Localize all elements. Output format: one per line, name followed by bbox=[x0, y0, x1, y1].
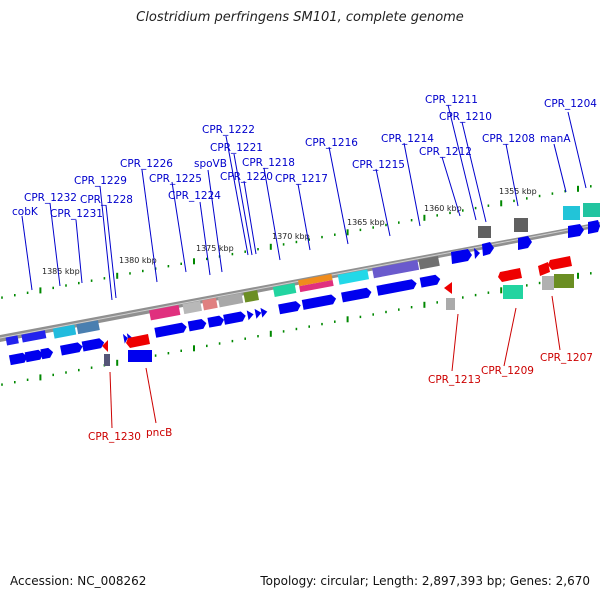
tick-marks bbox=[1, 185, 592, 386]
gene-label[interactable]: CPR_1217 bbox=[275, 173, 328, 185]
forward-features bbox=[5, 203, 600, 366]
gene-label[interactable]: CPR_1216 bbox=[305, 137, 358, 149]
gene-label[interactable]: CPR_1224 bbox=[168, 190, 221, 202]
gene-label[interactable]: pncB bbox=[146, 427, 172, 439]
gene-label[interactable]: CPR_1221 bbox=[210, 142, 263, 154]
ruler-label: 1380 kbp bbox=[119, 256, 157, 265]
reverse-leader-lines bbox=[109, 295, 561, 429]
reverse-features bbox=[102, 256, 574, 366]
ruler-label: 1375 kbp bbox=[196, 244, 234, 253]
gene-label[interactable]: CPR_1230 bbox=[88, 431, 141, 443]
ruler-label: 1365 kbp bbox=[347, 218, 385, 227]
gene-label[interactable]: CPR_1204 bbox=[544, 98, 597, 110]
map-title: Clostridium perfringens SM101, complete … bbox=[136, 10, 464, 25]
gene-label[interactable]: CPR_1218 bbox=[242, 157, 295, 169]
gene-label[interactable]: manA bbox=[540, 133, 571, 145]
gene-label[interactable]: CPR_1232 bbox=[24, 192, 77, 204]
gene-label[interactable]: CPR_1225 bbox=[149, 173, 202, 185]
gene-label[interactable]: CPR_1211 bbox=[425, 94, 478, 106]
gene-label[interactable]: CPR_1228 bbox=[80, 194, 133, 206]
accession-text: Accession: NC_008262 bbox=[10, 574, 147, 588]
reverse-gene-labels: CPR_1230 pncB CPR_1213 CPR_1209 CPR_1207 bbox=[88, 352, 593, 443]
gene-label[interactable]: CPR_1220 bbox=[220, 171, 273, 183]
gene-label[interactable]: CPR_1208 bbox=[482, 133, 535, 145]
gene-label[interactable]: CPR_1212 bbox=[419, 146, 472, 158]
gene-label[interactable]: CPR_1214 bbox=[381, 133, 434, 145]
ruler-label: 1385 kbp bbox=[42, 267, 80, 276]
gene-label[interactable]: CPR_1231 bbox=[50, 208, 103, 220]
gene-label[interactable]: CPR_1226 bbox=[120, 158, 173, 170]
gene-label[interactable]: CPR_1213 bbox=[428, 374, 481, 386]
ruler-label: 1355 kbp bbox=[499, 187, 537, 196]
ruler-label: 1360 kbp bbox=[424, 204, 462, 213]
forward-gene-labels: cobK CPR_1232 CPR_1231 CPR_1229 CPR_1228… bbox=[12, 94, 597, 220]
ruler-label: 1370 kbp bbox=[272, 232, 310, 241]
genome-summary-text: Topology: circular; Length: 2,897,393 bp… bbox=[260, 574, 590, 588]
gene-label[interactable]: CPR_1229 bbox=[74, 175, 127, 187]
gene-label[interactable]: spoVB bbox=[194, 158, 227, 170]
gene-label[interactable]: CPR_1209 bbox=[481, 365, 534, 377]
gene-label[interactable]: cobK bbox=[12, 206, 39, 218]
gene-label[interactable]: CPR_1210 bbox=[439, 111, 492, 123]
gene-label[interactable]: CPR_1222 bbox=[202, 124, 255, 136]
forward-leader-lines bbox=[21, 104, 587, 301]
gene-label[interactable]: CPR_1215 bbox=[352, 159, 405, 171]
gene-label[interactable]: CPR_1207 bbox=[540, 352, 593, 364]
ruler-labels: 1385 kbp 1380 kbp 1375 kbp 1370 kbp 1365… bbox=[42, 187, 537, 276]
